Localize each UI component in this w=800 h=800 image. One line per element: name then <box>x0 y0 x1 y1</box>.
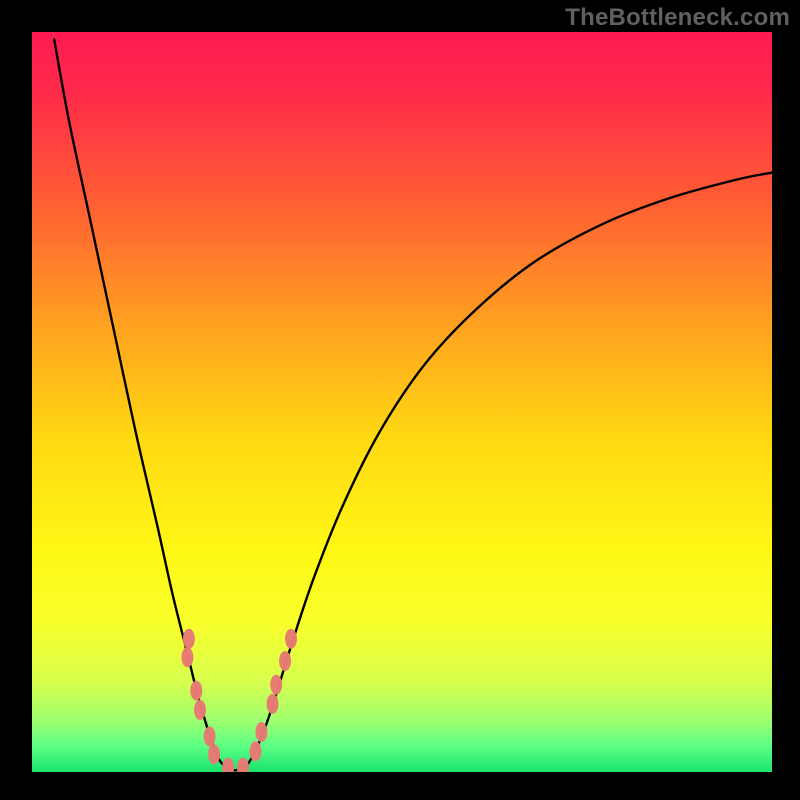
marker <box>190 681 202 701</box>
image-root: TheBottleneck.com <box>0 0 800 800</box>
marker-group <box>181 629 297 772</box>
marker <box>222 758 234 772</box>
bottleneck-curve-svg <box>32 32 772 772</box>
marker <box>267 694 279 714</box>
marker <box>237 758 249 772</box>
marker <box>270 675 282 695</box>
marker <box>194 700 206 720</box>
marker <box>183 629 195 649</box>
marker <box>204 726 216 746</box>
marker <box>285 629 297 649</box>
bottleneck-curve <box>54 39 772 770</box>
marker <box>255 722 267 742</box>
marker <box>249 741 261 761</box>
marker <box>181 647 193 667</box>
marker <box>279 651 291 671</box>
plot-area <box>32 32 772 772</box>
marker <box>208 744 220 764</box>
watermark-text: TheBottleneck.com <box>565 4 790 32</box>
